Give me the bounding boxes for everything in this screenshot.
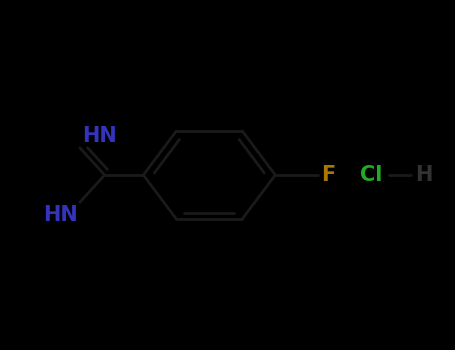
- Text: HN: HN: [82, 126, 117, 146]
- Text: H: H: [415, 165, 433, 185]
- Text: Cl: Cl: [359, 165, 382, 185]
- Text: F: F: [321, 165, 335, 185]
- Text: HN: HN: [43, 205, 78, 225]
